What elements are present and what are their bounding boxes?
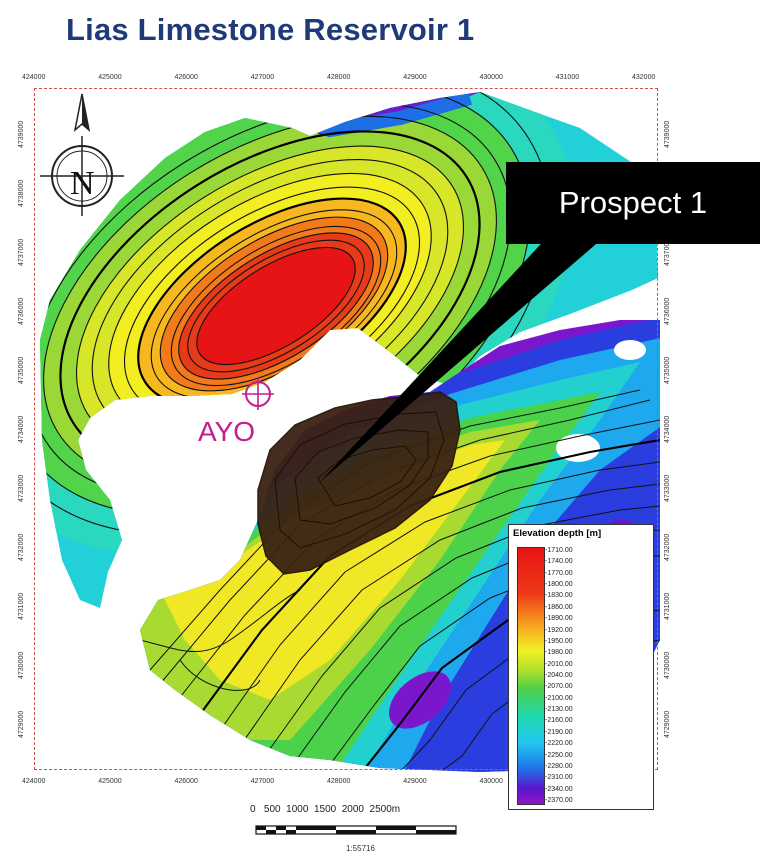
well-label: AYO [198,416,256,447]
x-tick-label: 432000 [632,74,656,81]
prospect-area [257,391,461,575]
x-tick-label-bottom: 430000 [479,778,503,785]
x-tick-label-bottom: 427000 [250,778,275,785]
legend-tick-label: -2160.00 [545,717,573,725]
north-letter: N [70,165,95,202]
x-tick-label-bottom: 425000 [98,778,122,785]
legend-tick-label: -2190.00 [545,728,573,736]
x-tick-label: 424000 [22,74,46,81]
x-tick-label-bottom: 426000 [174,778,198,785]
callout-label: Prospect 1 [558,185,708,220]
legend-tick-label: -2340.00 [545,785,573,793]
legend-tick-label: -2250.00 [545,751,573,759]
x-tick-label-bottom: 429000 [403,778,427,785]
legend-tick-label: -1860.00 [545,603,573,611]
color-legend: Elevation depth [m] -1710.00 -1740.00 -177… [508,524,654,810]
map-title: Lias Limestone Reservoir 1 [66,12,475,47]
legend-tick-label: -2130.00 [545,706,573,714]
well-marker-icon [242,378,274,410]
legend-tick-label: -2280.00 [545,762,573,770]
north-arrow-icon [40,93,124,216]
x-tick-label: 430000 [479,74,503,81]
prospect-callout: Prospect 1 [506,162,760,244]
x-tick-label-bottom: 428000 [327,778,351,785]
legend-tick-label: -1950.00 [545,637,573,645]
legend-color-bar [517,547,545,805]
legend-tick-label: -1830.00 [545,592,573,600]
scale-ratio: 1:55716 [346,844,375,853]
x-tick-label: 428000 [327,74,351,81]
legend-tick-label: -2040.00 [545,672,573,679]
legend-tick-label: -2100.00 [545,694,573,702]
legend-tick-label: -1770.00 [545,569,573,577]
legend-tick-label: -1710.00 [545,547,573,554]
callout-pointer [320,232,610,482]
legend-tick-label: -2070.00 [545,683,573,691]
x-tick-label: 429000 [403,74,427,81]
legend-tick-label: -2310.00 [545,774,573,782]
legend-tick-label: -1890.00 [545,615,573,623]
x-tick-label: 427000 [250,74,275,81]
scale-bar [255,825,457,835]
legend-tick-label: -1920.00 [545,626,573,634]
legend-title: Elevation depth [m] [513,528,602,539]
legend-tick-label: -1980.00 [545,649,573,657]
legend-tick-label: -1800.00 [545,581,573,589]
legend-tick-label: -1740.00 [545,558,573,566]
x-tick-label: 425000 [98,74,122,81]
legend-tick-label: -2370.00 [545,797,573,804]
legend-tick-label: -2220.00 [545,740,573,748]
legend-tick-label: -2010.00 [545,660,573,668]
x-tick-label-bottom: 424000 [22,778,46,785]
x-tick-label: 431000 [555,74,580,81]
scale-bar-labels: 0 500 1000 1500 2000 2500m [250,804,401,815]
x-tick-label: 426000 [174,74,198,81]
map-frame [34,88,658,770]
